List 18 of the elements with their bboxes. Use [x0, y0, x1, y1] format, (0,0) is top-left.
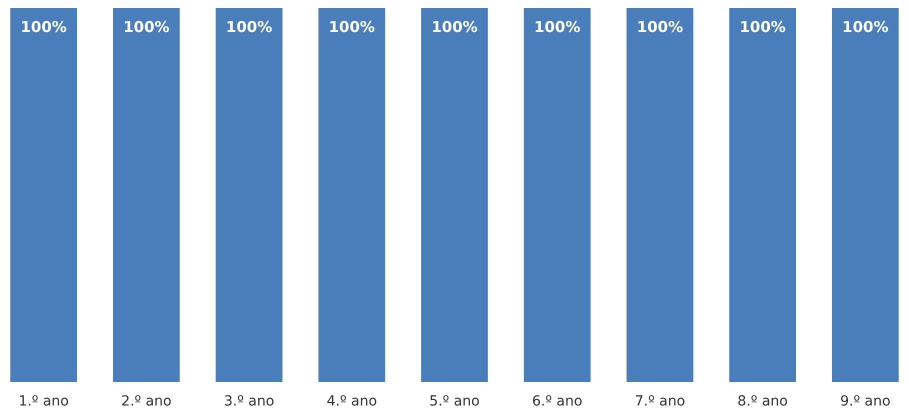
data-label: 100% — [534, 18, 580, 36]
data-label: 100% — [123, 18, 170, 36]
x-tick-label: 7.º ano — [634, 394, 686, 410]
x-tick-label: 3.º ano — [224, 394, 274, 410]
data-label: 100% — [226, 18, 272, 36]
x-tick-label: 5.º ano — [429, 394, 480, 410]
x-tick-label: 6.º ano — [532, 394, 582, 410]
x-tick-label: 2.º ano — [121, 394, 172, 410]
x-tick-label: 4.º ano — [326, 394, 377, 410]
x-tick-label: 8.º ano — [737, 394, 788, 410]
data-label: 100% — [842, 18, 889, 36]
data-label: 100% — [739, 18, 786, 36]
x-tick-label: 1.º ano — [18, 394, 69, 410]
data-label: 100% — [20, 18, 67, 36]
x-tick-label: 9.º ano — [840, 394, 891, 410]
data-label: 100% — [431, 18, 478, 36]
data-label: 100% — [636, 18, 684, 36]
data-label: 100% — [328, 18, 375, 36]
